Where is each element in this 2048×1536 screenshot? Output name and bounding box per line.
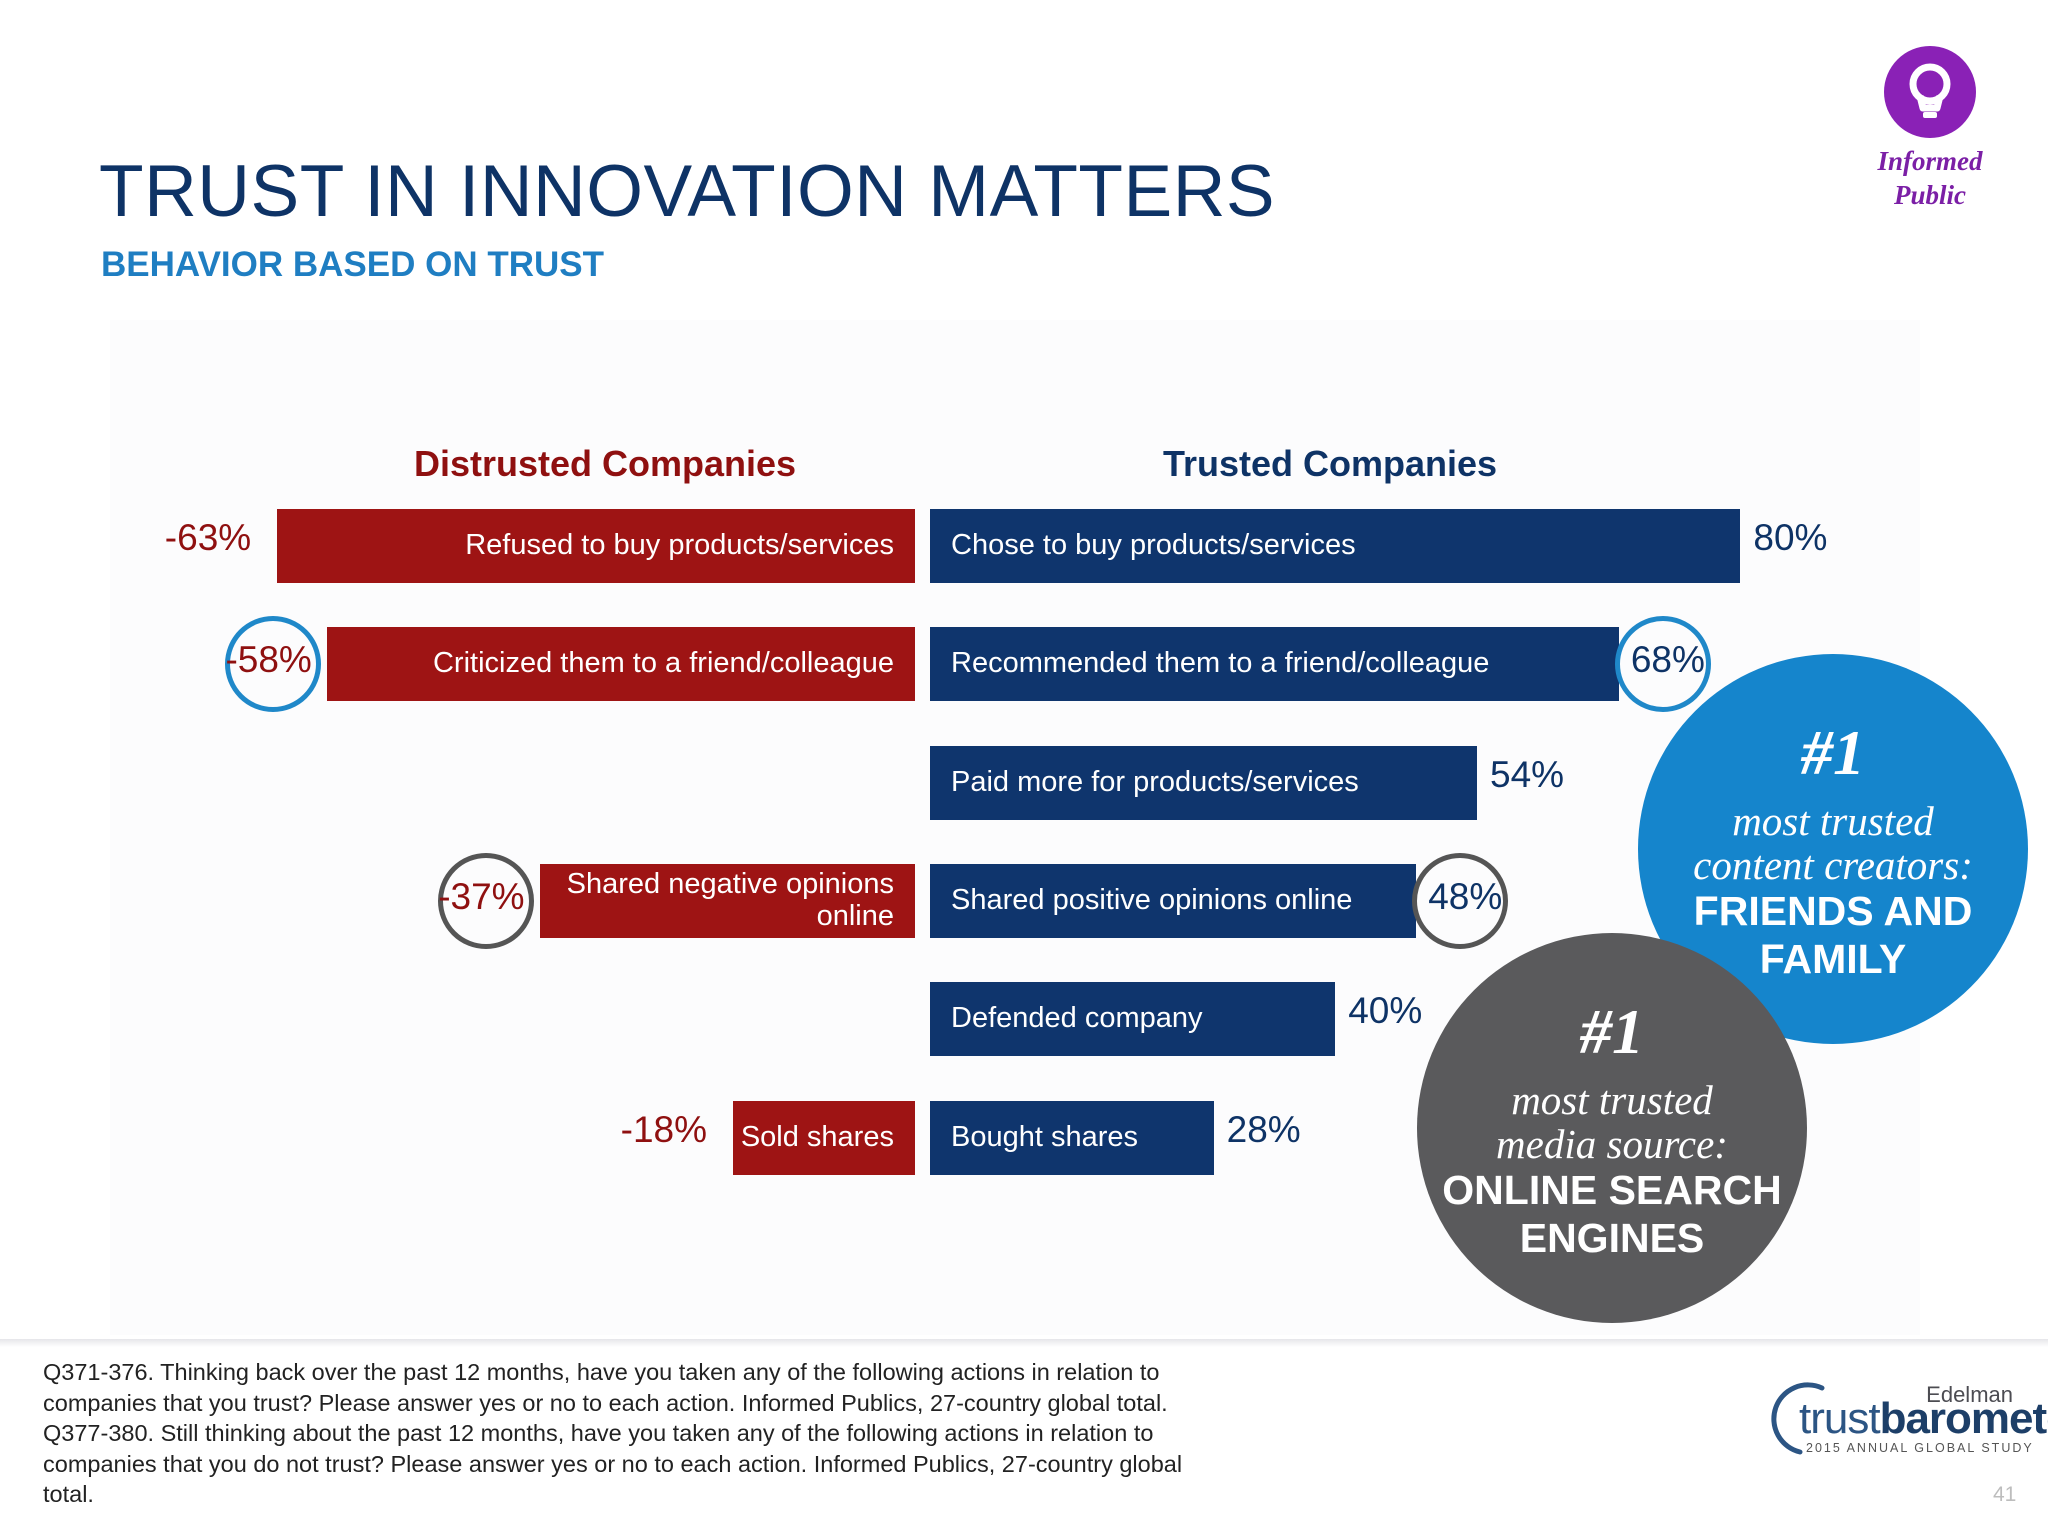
footer-divider [0,1339,2048,1347]
bar-distrusted: Sold shares [732,1100,915,1175]
callout-desc-2: content creators: [1693,842,1973,888]
informed-public-label: Informed Public [1848,144,2012,212]
callout-emph-1: FRIENDS AND [1693,888,1973,934]
brand-name: trustbarometer [1799,1394,2048,1444]
bar-trusted: Recommended them to a friend/colleague [930,627,1619,702]
bar-trusted: Paid more for products/services [930,745,1478,820]
brand-company: Edelman [1926,1382,2013,1407]
value-label: -58% [225,639,312,681]
value-label: 80% [1753,517,1828,558]
bar-trusted: Bought shares [930,1100,1214,1175]
value-label: 68% [1630,639,1705,681]
bar-distrusted: Refused to buy products/services [276,509,915,583]
footnote-line: Q377-380. Still thinking about the past … [43,1420,1154,1446]
trustbarometer-logo [1760,1378,2020,1458]
value-label: 40% [1348,990,1423,1032]
value-label: -63% [164,517,252,558]
footnote-line: companies that you trust? Please answer … [43,1389,1168,1416]
brand-study: 2015 ANNUAL GLOBAL STUDY [1806,1441,2034,1455]
highlight-ring [1614,616,1711,713]
lightbulb-icon [1884,46,1976,138]
page-number: 41 [1993,1483,2017,1506]
highlight-ring [438,852,535,949]
footnote-line: total. [43,1481,94,1507]
page-subtitle: BEHAVIOR BASED ON TRUST [101,245,604,284]
value-label: -37% [438,875,525,917]
footnote-line: Q371-376. Thinking back over the past 12… [43,1359,1160,1385]
footnote-line: companies that you do not trust? Please … [43,1450,1183,1477]
callout-rank: #1 [1801,717,1865,788]
value-label: 48% [1428,875,1503,917]
callout-emph-2: FAMILY [1759,936,1907,982]
footnote: Q371-376. Thinking back over the past 12… [43,1357,1313,1510]
bar-distrusted: Criticized them to a friend/colleague [327,627,915,702]
callout-emph-2: ENGINES [1519,1215,1705,1261]
page-title: TRUST IN INNOVATION MATTERS [99,151,1276,232]
value-label: 54% [1490,753,1565,795]
trusted-heading: Trusted Companies [1162,443,1498,484]
distrusted-heading: Distrusted Companies [413,443,797,484]
brand-name-light: trust [1799,1394,1881,1443]
bar-trusted: Chose to buy products/services [930,509,1741,583]
callout-media-source: #1 most trusted media source: ONLINE SEA… [1417,933,1807,1323]
brand-name-bold: barometer [1879,1394,2048,1443]
bar-trusted: Defended company [930,982,1336,1057]
value-label: 28% [1226,1108,1301,1150]
value-label: -18% [620,1108,708,1150]
badge-line-2: Public [1894,180,1966,210]
callout-emph-1: ONLINE SEARCH [1442,1167,1782,1213]
badge-line-1: Informed [1877,146,1983,176]
bar-trusted: Shared positive opinions online [930,863,1417,938]
callout-desc-1: most trusted [1511,1077,1713,1123]
highlight-ring [1412,852,1509,949]
highlight-ring [225,616,322,713]
callout-rank: #1 [1580,996,1644,1067]
callout-desc-1: most trusted [1732,798,1934,844]
callout-desc-2: media source: [1496,1121,1728,1167]
bar-distrusted: Shared negative opinions online [540,863,915,938]
